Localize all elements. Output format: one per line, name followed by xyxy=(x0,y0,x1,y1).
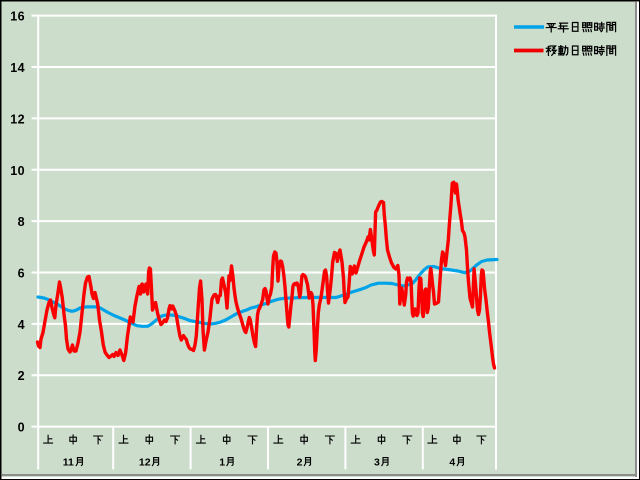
svg-text:2: 2 xyxy=(18,369,25,383)
svg-text:2: 2 xyxy=(297,456,303,468)
svg-text:16: 16 xyxy=(10,10,25,24)
svg-text:4: 4 xyxy=(449,456,455,468)
svg-text:12: 12 xyxy=(139,456,151,468)
svg-text:6: 6 xyxy=(18,267,25,281)
svg-text:10: 10 xyxy=(10,164,25,178)
svg-text:0: 0 xyxy=(18,421,25,435)
svg-text:12: 12 xyxy=(10,112,25,126)
svg-text:8: 8 xyxy=(18,215,25,229)
svg-text:3: 3 xyxy=(374,456,380,468)
svg-text:4: 4 xyxy=(18,318,25,332)
svg-text:1: 1 xyxy=(219,456,225,468)
svg-text:14: 14 xyxy=(10,61,25,75)
svg-text:11: 11 xyxy=(63,456,74,468)
